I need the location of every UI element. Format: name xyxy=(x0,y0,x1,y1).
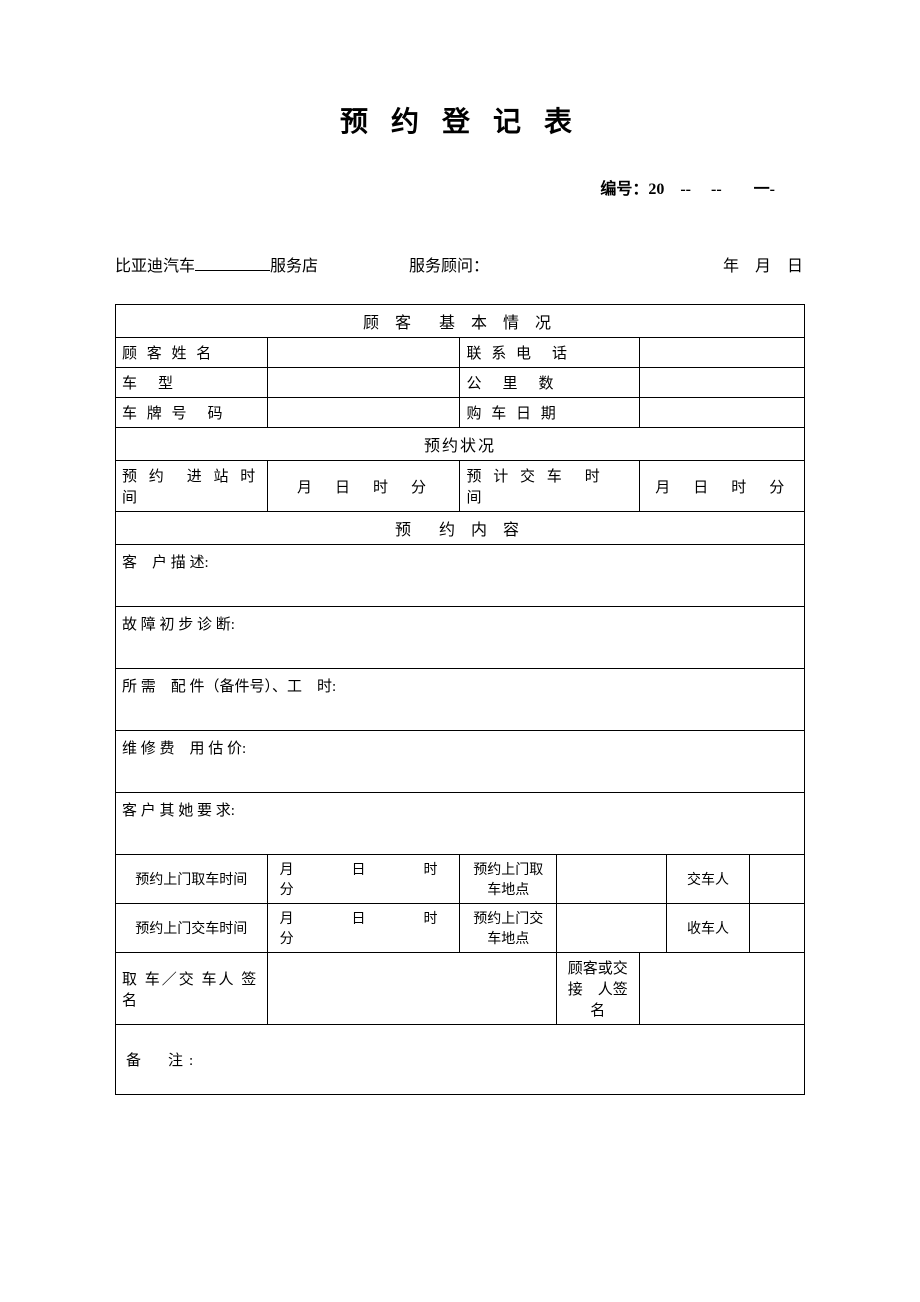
remark-cell[interactable]: 备 注: xyxy=(116,1025,805,1095)
delivery-time-value[interactable]: 月 日 时 分 xyxy=(639,461,804,512)
receiver-field[interactable] xyxy=(749,904,804,953)
section-content: 预 约 内 容 xyxy=(116,512,805,545)
arrival-time-value[interactable]: 月 日 时 分 xyxy=(267,461,460,512)
pickup-time-value[interactable]: 月 日 时 分 xyxy=(267,855,460,904)
purchase-date-field[interactable] xyxy=(639,398,804,428)
registration-table: 顾 客 基 本 情 况 顾 客 姓 名 联 系 电 话 车 型 公 里 数 车 … xyxy=(115,304,805,1095)
pickup-sig-field[interactable] xyxy=(267,953,556,1025)
header-info: 比亚迪汽车 服务店 服务顾问： 年 月 日 xyxy=(115,249,805,284)
customer-name-label: 顾 客 姓 名 xyxy=(116,338,268,368)
arrival-time-label: 预 约 进 站 时 间 xyxy=(116,461,268,512)
door-delivery-location-label: 预约上门交车地点 xyxy=(460,904,556,953)
model-field[interactable] xyxy=(267,368,460,398)
mileage-field[interactable] xyxy=(639,368,804,398)
deliverer-field[interactable] xyxy=(749,855,804,904)
door-delivery-time-label: 预约上门交车时间 xyxy=(116,904,268,953)
pickup-location-field[interactable] xyxy=(556,855,666,904)
receiver-label: 收车人 xyxy=(667,904,750,953)
plate-field[interactable] xyxy=(267,398,460,428)
form-title: 预 约 登 记 表 xyxy=(115,100,805,140)
cost-cell[interactable]: 维 修 费 用 估 价: xyxy=(116,731,805,793)
diagnosis-label: 故 障 初 步 诊 断: xyxy=(122,617,235,633)
customer-desc-label: 客 户 描 述: xyxy=(122,555,209,571)
pickup-sig-label: 取 车／交 车人 签 名 xyxy=(116,953,268,1025)
company-suffix: 服务店 xyxy=(270,258,318,275)
cost-label: 维 修 费 用 估 价: xyxy=(122,741,246,757)
customer-sig-field[interactable] xyxy=(639,953,804,1025)
deliverer-label: 交车人 xyxy=(667,855,750,904)
plate-label: 车 牌 号 码 xyxy=(116,398,268,428)
section-appointment: 预约状况 xyxy=(116,428,805,461)
phone-field[interactable] xyxy=(639,338,804,368)
section-customer: 顾 客 基 本 情 况 xyxy=(116,305,805,338)
model-label: 车 型 xyxy=(116,368,268,398)
purchase-date-label: 购 车 日 期 xyxy=(460,398,639,428)
date-label: 年 月 日 xyxy=(723,249,803,284)
pickup-time-label: 预约上门取车时间 xyxy=(116,855,268,904)
customer-name-field[interactable] xyxy=(267,338,460,368)
other-req-cell[interactable]: 客 户 其 她 要 求: xyxy=(116,793,805,855)
delivery-time-label: 预 计 交 车 时 间 xyxy=(460,461,639,512)
pickup-location-label: 预约上门取车地点 xyxy=(460,855,556,904)
door-delivery-location-field[interactable] xyxy=(556,904,666,953)
parts-cell[interactable]: 所 需 配 件（备件号）、工 时: xyxy=(116,669,805,731)
remark-label: 备 注: xyxy=(126,1053,199,1069)
phone-label: 联 系 电 话 xyxy=(460,338,639,368)
diagnosis-cell[interactable]: 故 障 初 步 诊 断: xyxy=(116,607,805,669)
serial-prefix: 编号： xyxy=(600,181,648,198)
other-req-label: 客 户 其 她 要 求: xyxy=(122,803,235,819)
parts-label: 所 需 配 件（备件号）、工 时: xyxy=(122,679,336,695)
advisor-label: 服务顾问： xyxy=(409,249,719,284)
company-prefix: 比亚迪汽车 xyxy=(115,258,195,275)
door-delivery-time-value[interactable]: 月 日 时 分 xyxy=(267,904,460,953)
serial-row: 编号：20 -- -- 一- xyxy=(115,175,805,199)
mileage-label: 公 里 数 xyxy=(460,368,639,398)
customer-sig-label: 顾客或交接 人签 名 xyxy=(556,953,639,1025)
serial-value: 20 -- -- 一- xyxy=(648,181,775,198)
company-blank[interactable] xyxy=(195,270,270,271)
customer-desc-cell[interactable]: 客 户 描 述: xyxy=(116,545,805,607)
